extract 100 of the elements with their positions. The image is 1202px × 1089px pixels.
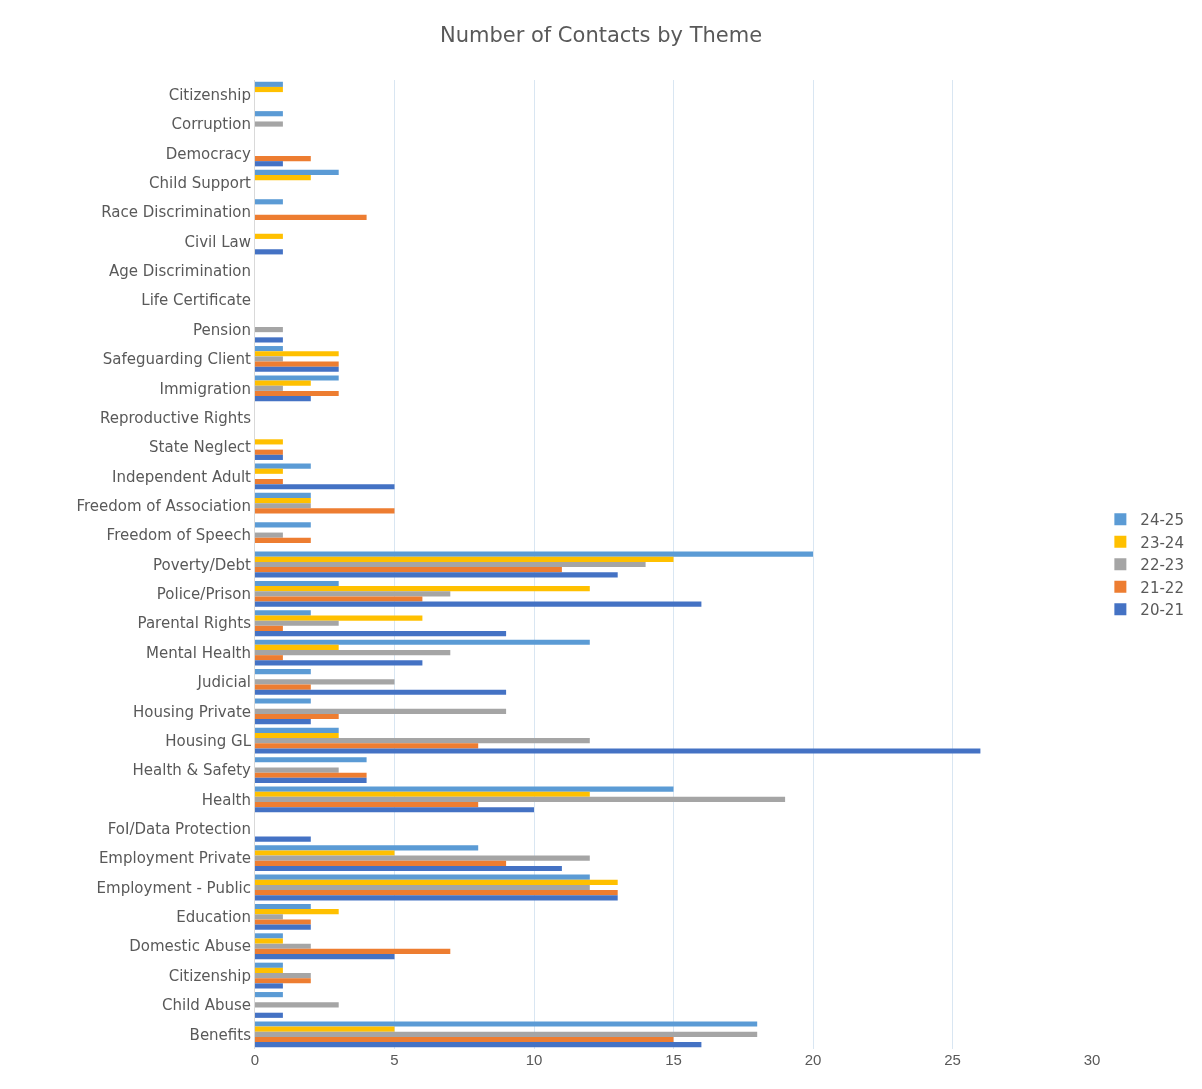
bar — [255, 639, 590, 645]
bar — [255, 1031, 758, 1037]
y-tick-label: Health — [201, 790, 251, 809]
bar — [255, 748, 981, 754]
bar — [255, 903, 311, 910]
bar — [255, 732, 339, 739]
bar — [255, 175, 311, 181]
bar — [255, 508, 395, 514]
bar — [255, 567, 562, 573]
bar — [255, 855, 590, 861]
bar — [255, 111, 283, 117]
y-tick-label: Race Discrimination — [101, 203, 251, 222]
bar — [255, 962, 283, 968]
x-tick-label: 5 — [390, 1051, 399, 1068]
bar — [255, 791, 590, 797]
bar — [255, 561, 646, 568]
y-tick-label: Age Discrimination — [108, 262, 251, 281]
y-tick-label: Pension — [193, 320, 251, 339]
bar — [255, 81, 283, 87]
bar — [255, 767, 339, 773]
y-tick-label: State Neglect — [149, 438, 252, 457]
bar — [255, 807, 534, 813]
bar — [255, 719, 311, 725]
y-tick-label: Judicial — [196, 673, 251, 692]
y-tick-label: Child Abuse — [162, 996, 251, 1015]
bar — [255, 337, 283, 343]
bar — [255, 249, 283, 255]
bar — [255, 895, 618, 901]
bar — [255, 973, 311, 979]
bar — [255, 551, 813, 557]
y-tick-label: Police/Prison — [156, 585, 251, 604]
bar — [255, 1002, 339, 1008]
bar — [255, 978, 311, 984]
x-tick-label: 30 — [1083, 1051, 1101, 1068]
bar — [255, 660, 423, 666]
bar — [255, 615, 423, 621]
bar — [255, 439, 283, 445]
y-tick-label: Civil Law — [184, 232, 251, 251]
x-tick-label: 0 — [250, 1051, 260, 1068]
bar — [255, 684, 311, 690]
bar — [255, 522, 311, 528]
y-tick-label: Immigration — [159, 379, 251, 398]
y-tick-label: Employment Private — [98, 849, 251, 868]
bar — [255, 390, 339, 397]
legend-label: 22-23 — [1140, 556, 1184, 575]
bar — [255, 836, 311, 842]
bar — [255, 796, 786, 802]
bar — [255, 938, 283, 944]
bar — [255, 879, 618, 885]
bar — [255, 492, 311, 499]
bar — [255, 713, 339, 720]
bar — [255, 327, 283, 333]
bar — [255, 380, 311, 386]
bar — [255, 478, 283, 485]
legend-label: 23-24 — [1140, 533, 1184, 552]
bar — [255, 914, 283, 920]
bar — [255, 498, 311, 504]
bar — [255, 503, 311, 509]
legend-label: 24-25 — [1140, 511, 1184, 530]
bar — [255, 874, 590, 880]
bar — [255, 860, 507, 866]
bar — [255, 933, 283, 939]
bar — [255, 620, 339, 626]
bar — [255, 625, 283, 631]
bar — [255, 155, 311, 162]
bar — [255, 580, 339, 587]
bar — [255, 924, 311, 930]
y-tick-label: Employment - Public — [96, 878, 251, 897]
bar — [255, 909, 339, 915]
chart-title: Number of Contacts by Theme — [439, 22, 763, 47]
bar — [255, 199, 283, 205]
bar — [255, 463, 311, 469]
bar — [255, 743, 479, 749]
bar — [255, 356, 283, 362]
bar — [255, 738, 590, 744]
y-tick-label: Independent Adult — [112, 467, 252, 486]
bar — [255, 777, 367, 783]
bar — [255, 169, 339, 176]
y-tick-label: Education — [176, 908, 251, 927]
y-tick-label: FoI/Data Protection — [107, 820, 251, 839]
bar — [255, 1012, 283, 1018]
y-tick-label: Safeguarding Client — [102, 350, 252, 369]
bar — [255, 449, 283, 455]
x-tick-label: 10 — [525, 1051, 543, 1068]
bar — [255, 630, 507, 637]
y-tick-label: Life Certificate — [141, 291, 251, 310]
bar — [255, 884, 590, 891]
y-tick-label: Domestic Abuse — [129, 937, 251, 956]
bar — [255, 610, 311, 616]
bar — [255, 161, 283, 167]
bar — [255, 233, 283, 239]
bar — [255, 644, 339, 651]
bar — [255, 1036, 674, 1043]
y-tick-label: Freedom of Speech — [106, 526, 251, 545]
bar — [255, 983, 283, 989]
bar — [255, 689, 507, 695]
bar — [255, 586, 590, 592]
bar — [255, 890, 618, 896]
bar — [255, 865, 562, 872]
bar — [255, 86, 283, 93]
